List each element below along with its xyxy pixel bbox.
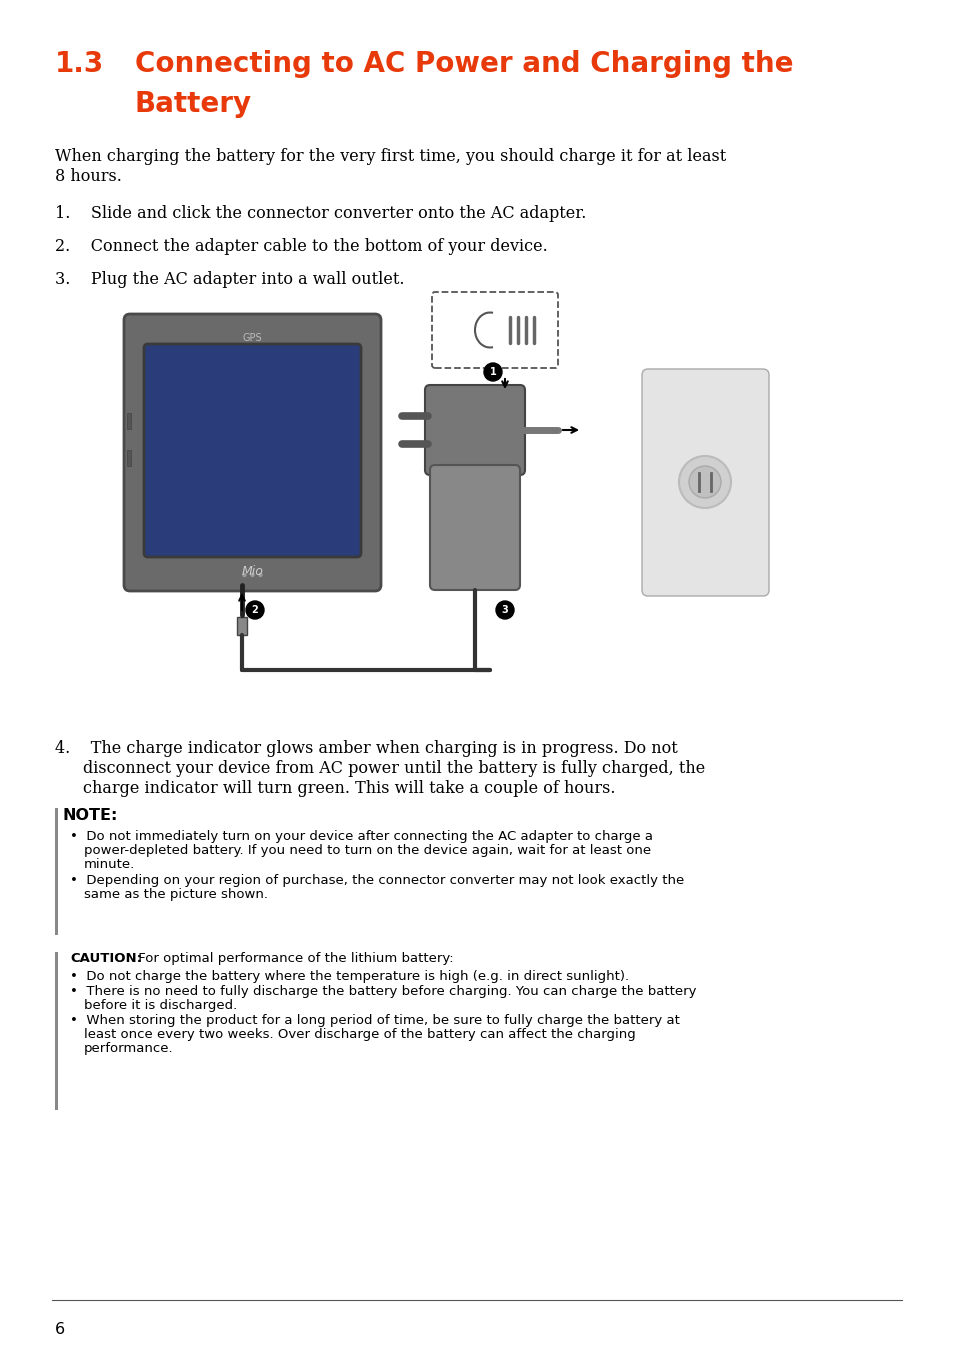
Text: 1.    Slide and click the connector converter onto the AC adapter.: 1. Slide and click the connector convert… [55,206,586,222]
Circle shape [496,602,514,619]
Text: power-depleted battery. If you need to turn on the device again, wait for at lea: power-depleted battery. If you need to t… [84,844,651,857]
Text: •  Do not charge the battery where the temperature is high (e.g. in direct sunli: • Do not charge the battery where the te… [70,969,628,983]
Text: Battery: Battery [135,91,252,118]
Circle shape [251,573,253,576]
Text: Mio: Mio [241,565,263,579]
Text: 8 hours.: 8 hours. [55,168,122,185]
Text: least once every two weeks. Over discharge of the battery can affect the chargin: least once every two weeks. Over dischar… [84,1028,635,1041]
Text: 2: 2 [252,604,258,615]
Text: 1: 1 [489,366,496,377]
Text: disconnect your device from AC power until the battery is fully charged, the: disconnect your device from AC power unt… [83,760,704,777]
Circle shape [688,466,720,498]
Text: 3.    Plug the AC adapter into a wall outlet.: 3. Plug the AC adapter into a wall outle… [55,270,404,288]
Circle shape [483,362,501,381]
Text: minute.: minute. [84,859,135,871]
Text: CAUTION:: CAUTION: [70,952,142,965]
FancyBboxPatch shape [430,465,519,589]
Circle shape [243,573,246,576]
Text: For optimal performance of the lithium battery:: For optimal performance of the lithium b… [133,952,453,965]
Text: charge indicator will turn green. This will take a couple of hours.: charge indicator will turn green. This w… [83,780,615,796]
Bar [236,617,247,635]
Text: performance.: performance. [84,1042,173,1055]
Circle shape [679,456,730,508]
Text: •  When storing the product for a long period of time, be sure to fully charge t: • When storing the product for a long pe… [70,1014,679,1028]
FancyBboxPatch shape [641,369,768,596]
Text: Connecting to AC Power and Charging the: Connecting to AC Power and Charging the [135,50,793,78]
Circle shape [246,602,264,619]
Circle shape [258,573,262,576]
Bar [127,450,131,466]
Text: 6: 6 [55,1322,65,1337]
Text: same as the picture shown.: same as the picture shown. [84,888,268,900]
Text: 1.3: 1.3 [55,50,104,78]
Text: •  There is no need to fully discharge the battery before charging. You can char: • There is no need to fully discharge th… [70,986,696,998]
Bar [127,412,131,429]
Text: 4.    The charge indicator glows amber when charging is in progress. Do not: 4. The charge indicator glows amber when… [55,740,677,757]
Text: NOTE:: NOTE: [63,808,118,823]
Bar [55,952,58,1110]
Text: 2.    Connect the adapter cable to the bottom of your device.: 2. Connect the adapter cable to the bott… [55,238,547,256]
Bar [55,808,58,936]
Text: When charging the battery for the very first time, you should charge it for at l: When charging the battery for the very f… [55,147,725,165]
FancyBboxPatch shape [424,385,524,475]
Text: GPS: GPS [242,333,262,343]
Text: •  Depending on your region of purchase, the connector converter may not look ex: • Depending on your region of purchase, … [70,873,683,887]
Text: •  Do not immediately turn on your device after connecting the AC adapter to cha: • Do not immediately turn on your device… [70,830,652,844]
Text: before it is discharged.: before it is discharged. [84,999,237,1013]
Text: 3: 3 [501,604,508,615]
FancyBboxPatch shape [144,343,360,557]
FancyBboxPatch shape [124,314,380,591]
